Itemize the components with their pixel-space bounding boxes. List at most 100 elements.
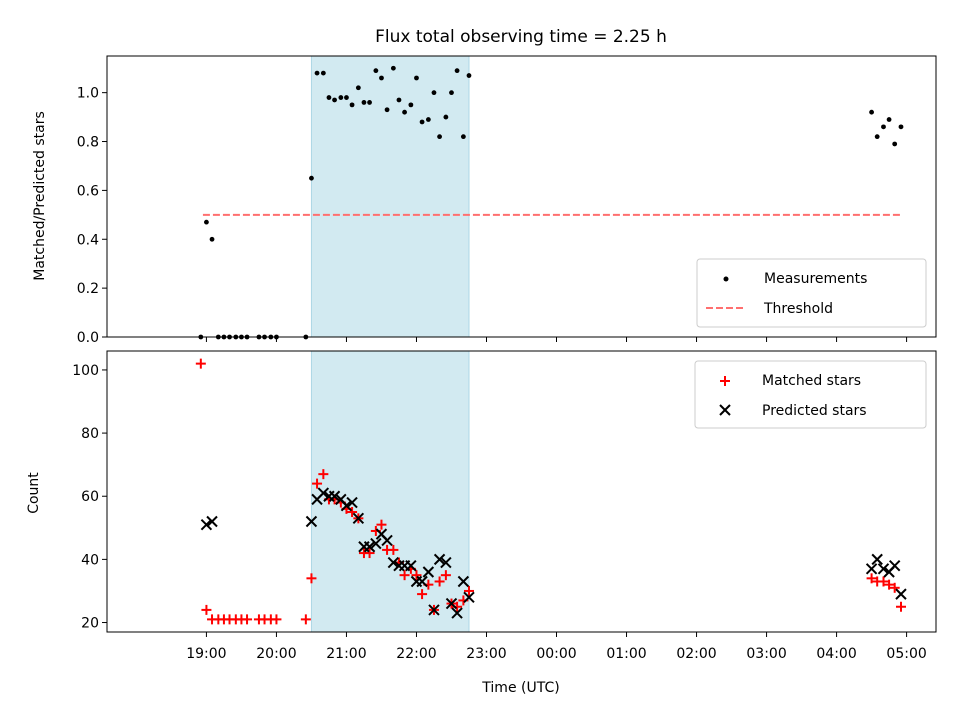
measurement-point	[408, 102, 414, 108]
matched-star-point	[201, 604, 212, 615]
predicted-star-point	[457, 575, 470, 588]
predicted-star-point	[422, 566, 435, 578]
matched-star-point	[878, 576, 889, 587]
predicted-star-mark-b	[877, 563, 890, 575]
measurement-point	[898, 124, 904, 130]
top-y-tick-label: 1.0	[77, 86, 99, 102]
predicted-star-mark-b	[428, 604, 440, 616]
measurement-point	[373, 68, 379, 74]
matched-star-point	[195, 358, 206, 369]
predicted-star-mark-b	[346, 496, 358, 509]
top-legend: Measurements Threshold	[696, 258, 927, 328]
predicted-star-point	[370, 537, 382, 550]
measurement-point	[425, 117, 431, 122]
predicted-star-point	[340, 500, 353, 512]
measurement-point	[402, 109, 407, 115]
predicted-star-point	[305, 515, 318, 528]
predicted-star-mark-b	[416, 575, 428, 588]
predicted-star-mark-b	[895, 588, 907, 600]
x-tick-label: 22:00	[396, 646, 436, 662]
measurement-point	[320, 70, 326, 76]
x-tick-label: 21:00	[326, 646, 366, 662]
predicted-star-mark-b	[375, 528, 388, 540]
matched-star-point	[411, 570, 422, 581]
measurement-point	[419, 119, 425, 125]
predicted-star-point	[346, 496, 358, 509]
matched-star-point	[312, 478, 323, 489]
matched-star-point	[364, 548, 375, 559]
predicted-star-mark-b	[335, 493, 347, 506]
bottom-y-axis-label: Count	[26, 472, 42, 514]
bottom-panel: 20 40 60 80 100 19:00 20:00 21:00 22:00 23:00 00:…	[26, 350, 937, 696]
bottom-y-tick-label: 100	[72, 363, 99, 379]
x-tick-label: 00:00	[536, 646, 576, 662]
predicted-star-point	[317, 487, 330, 499]
measurement-point	[209, 236, 215, 242]
matched-star-point	[300, 614, 311, 625]
predicted-star-point	[895, 588, 907, 600]
matched-star-point	[388, 544, 399, 555]
measurement-point	[396, 97, 402, 103]
measurement-point	[881, 124, 886, 130]
predicted-star-mark-b	[206, 515, 218, 528]
matched-star-point	[318, 469, 329, 480]
measurement-point	[454, 68, 460, 74]
bottom-y-tick-label: 60	[81, 489, 99, 505]
predicted-star-point	[888, 559, 901, 572]
predicted-star-mark-b	[451, 607, 463, 619]
measurement-point	[361, 100, 367, 105]
matched-star-point	[889, 582, 900, 593]
measurement-point	[367, 100, 372, 105]
x-tick-label: 02:00	[676, 646, 716, 662]
predicted-star-mark-b	[317, 487, 330, 499]
bottom-legend-box	[694, 360, 927, 429]
top-legend-box	[696, 258, 927, 328]
predicted-star-mark-b	[363, 541, 376, 553]
predicted-star-mark-b	[422, 566, 435, 578]
legend-predicted-label: Predicted stars	[762, 403, 867, 419]
predicted-star-mark-b	[200, 518, 213, 531]
observing-window-shade	[310, 55, 470, 338]
measurement-point	[874, 134, 880, 140]
predicted-star-mark-b	[463, 591, 475, 603]
legend-threshold-label: Threshold	[763, 301, 833, 317]
measurement-point	[892, 141, 898, 147]
predicted-star-mark-b	[370, 537, 382, 550]
top-panel-frame	[106, 55, 937, 338]
predicted-star-point	[428, 604, 440, 616]
measurement-point	[338, 95, 344, 100]
predicted-star-mark-b	[865, 563, 878, 575]
matched-star-point	[271, 614, 282, 625]
legend-matched-label: Matched stars	[762, 373, 861, 389]
bottom-y-tick-label: 20	[81, 616, 99, 632]
observing-window-shade	[310, 350, 470, 633]
measurement-point	[390, 65, 396, 71]
matched-star-point	[242, 614, 253, 625]
x-tick-label: 04:00	[816, 646, 856, 662]
measurement-point	[449, 90, 454, 96]
predicted-star-point	[206, 515, 218, 528]
predicted-star-point	[416, 575, 428, 588]
matched-star-point	[884, 579, 895, 590]
predicted-star-point	[445, 597, 458, 610]
measurement-point	[869, 109, 874, 115]
x-tick-label: 03:00	[746, 646, 786, 662]
predicted-star-point	[451, 607, 463, 619]
measurement-point	[309, 175, 314, 181]
legend-predicted-marker	[719, 404, 731, 416]
predicted-star-point	[363, 541, 376, 553]
bottom-y-tick-label: 40	[81, 552, 99, 568]
legend-measurements-marker	[723, 276, 729, 282]
matched-star-point	[306, 573, 317, 584]
measurement-point	[332, 97, 337, 103]
measurement-point	[443, 114, 449, 120]
chart-title: Flux total observing time = 2.25 h	[375, 27, 667, 47]
measurement-point	[460, 134, 466, 140]
predicted-star-mark-b	[457, 575, 470, 588]
top-y-tick-label: 0.2	[77, 281, 99, 297]
matched-star-point	[399, 570, 410, 581]
measurement-point	[431, 90, 437, 96]
measurement-point	[344, 95, 349, 100]
predicted-star-mark-b	[387, 556, 400, 569]
predicted-star-point	[405, 559, 417, 572]
